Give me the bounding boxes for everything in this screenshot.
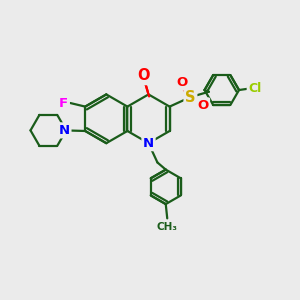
Text: N: N (143, 137, 154, 150)
Text: Cl: Cl (248, 82, 261, 95)
Text: F: F (59, 97, 68, 110)
Text: O: O (197, 99, 208, 112)
Text: N: N (59, 124, 70, 137)
Text: O: O (176, 76, 188, 89)
Text: S: S (185, 90, 196, 105)
Text: O: O (137, 68, 149, 83)
Text: CH₃: CH₃ (157, 222, 178, 232)
